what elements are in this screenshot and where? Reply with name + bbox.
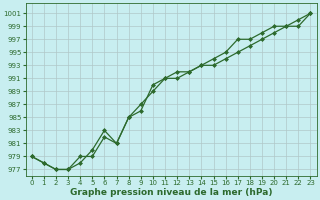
X-axis label: Graphe pression niveau de la mer (hPa): Graphe pression niveau de la mer (hPa) — [70, 188, 272, 197]
